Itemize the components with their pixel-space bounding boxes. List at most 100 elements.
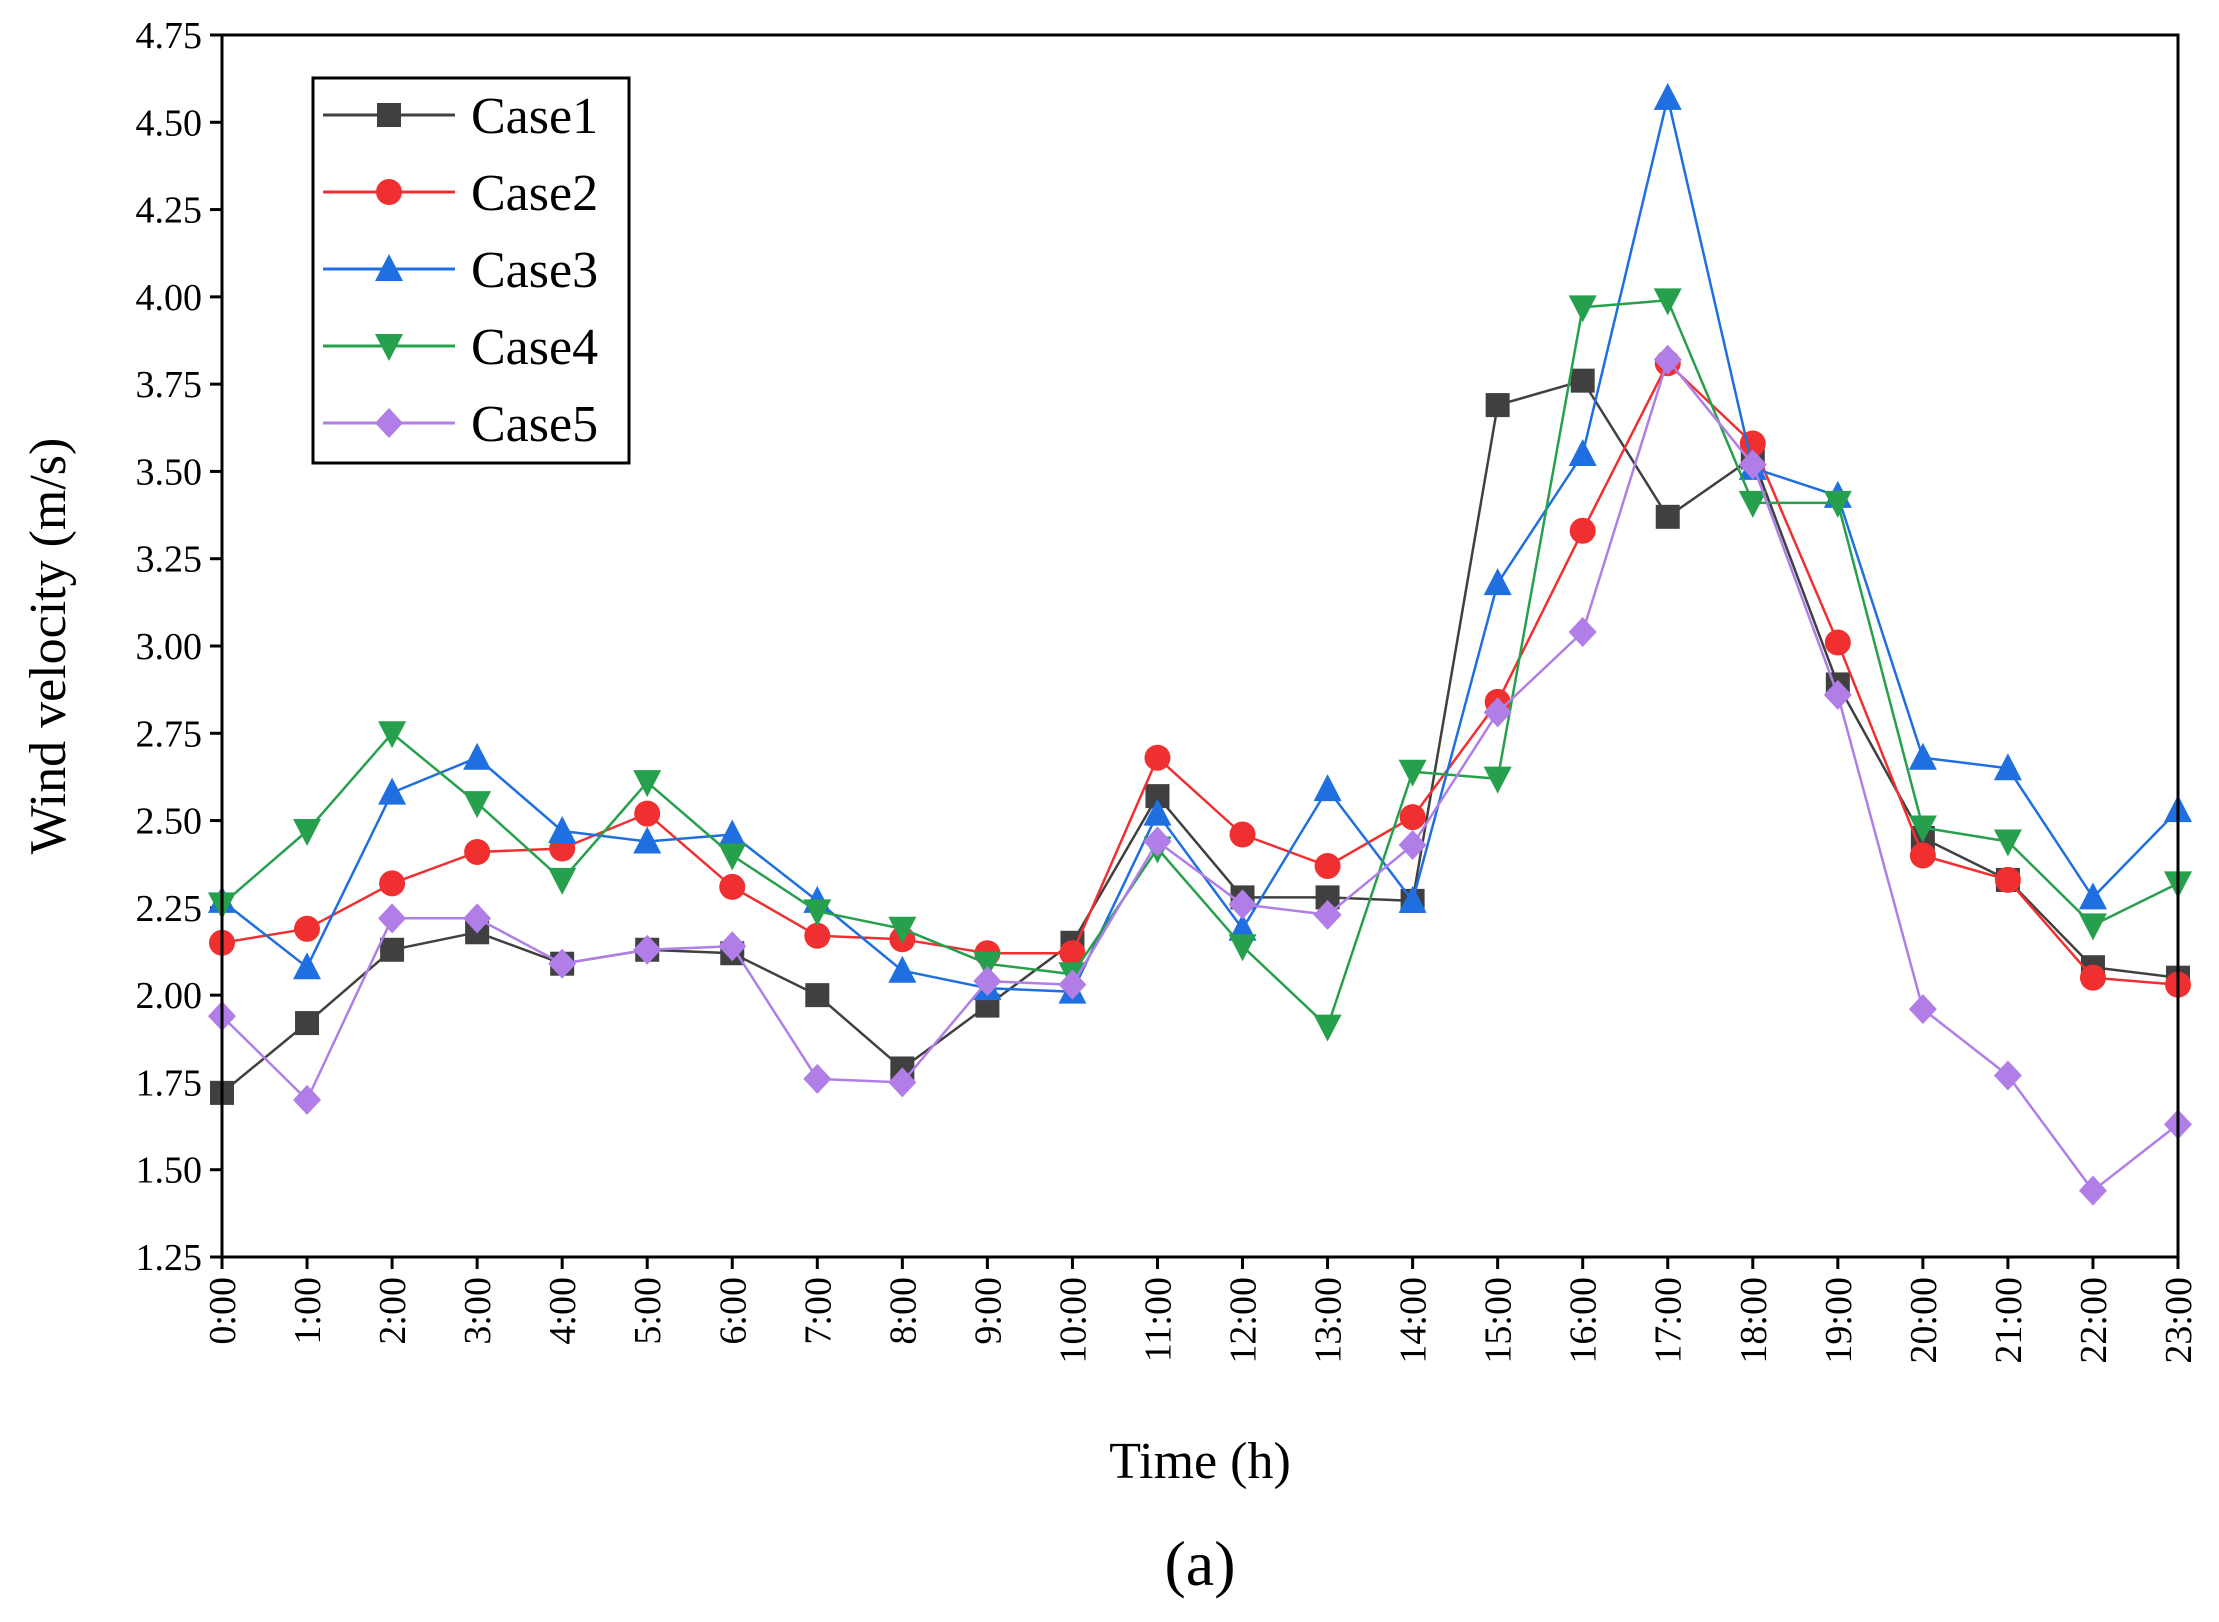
data-point-case4 — [1568, 295, 1597, 323]
data-point-case3 — [1993, 753, 2022, 781]
data-point-case2 — [634, 800, 661, 827]
legend-item: Case5 — [323, 396, 598, 453]
x-tick-label: 10:00 — [1052, 1277, 1094, 1364]
data-point-case4 — [973, 951, 1002, 979]
x-tick-label: 19:00 — [1818, 1277, 1860, 1364]
data-point-case3 — [1398, 885, 1427, 913]
x-tick-label: 3:00 — [457, 1277, 499, 1345]
x-tick-label: 18:00 — [1733, 1277, 1775, 1364]
y-tick-label: 1.75 — [136, 1062, 203, 1104]
x-tick-label: 2:00 — [372, 1277, 414, 1345]
data-point-case3 — [548, 816, 577, 844]
legend-item: Case2 — [323, 165, 598, 222]
data-point-case4 — [1908, 815, 1937, 843]
data-point-case2 — [294, 915, 321, 942]
data-point-case2 — [2079, 964, 2106, 991]
x-tick-label: 4:00 — [542, 1277, 584, 1345]
plot-area-frame — [220, 33, 2180, 1259]
data-point-case4 — [1993, 829, 2022, 857]
data-point-case5 — [1738, 449, 1767, 480]
data-point-case4 — [1738, 490, 1767, 518]
legend-marker — [375, 408, 403, 438]
data-point-case3 — [1228, 913, 1257, 941]
legend: Case1 Case2 Case3 Case4 Case5 — [311, 76, 631, 465]
data-point-case5 — [973, 966, 1002, 997]
data-point-case4 — [1313, 1014, 1342, 1042]
y-tick-label: 2.75 — [136, 713, 203, 755]
data-point-case3 — [293, 952, 322, 980]
data-point-case5 — [1313, 899, 1342, 930]
x-tick-label: 9:00 — [967, 1277, 1009, 1345]
data-point-case5 — [1228, 889, 1257, 920]
data-point-case3 — [1483, 568, 1512, 596]
data-point-case5 — [1653, 344, 1682, 375]
data-point-case5 — [1143, 826, 1172, 857]
data-point-case5 — [378, 903, 407, 934]
y-tick-label: 2.00 — [136, 975, 203, 1017]
y-tick-label: 3.00 — [136, 626, 203, 668]
x-tick-label: 13:00 — [1308, 1277, 1350, 1364]
legend-marker — [375, 334, 403, 361]
x-tick-label: 1:00 — [287, 1277, 329, 1345]
data-point-case3 — [378, 777, 407, 805]
data-point-case2 — [1569, 517, 1596, 544]
data-point-case2 — [1909, 842, 1936, 869]
y-tick-label: 1.25 — [136, 1237, 203, 1279]
data-point-case2 — [1144, 744, 1171, 771]
y-tick-label: 3.75 — [136, 364, 203, 406]
data-point-case2 — [1314, 852, 1341, 879]
data-point-case4 — [1483, 766, 1512, 794]
y-tick-label: 2.25 — [136, 888, 203, 930]
x-tick-label: 14:00 — [1393, 1277, 1435, 1364]
y-axis-ticks: 1.25 1.50 1.75 2.00 2.25 2.50 2.75 3.00 3.25 3.50… — [136, 15, 222, 1279]
x-tick-label: 8:00 — [882, 1277, 924, 1345]
data-point-case4 — [1398, 759, 1427, 787]
x-tick-label: 6:00 — [712, 1277, 754, 1345]
data-point-case1 — [1570, 368, 1595, 393]
data-point-case3 — [1908, 742, 1937, 770]
data-point-case2 — [1824, 629, 1851, 656]
data-point-case2 — [1059, 940, 1086, 967]
legend-label: Case1 — [471, 88, 598, 145]
data-point-case4 — [378, 721, 407, 749]
x-tick-label: 11:00 — [1137, 1277, 1179, 1362]
y-tick-label: 3.50 — [136, 451, 203, 493]
y-tick-label: 2.50 — [136, 801, 203, 843]
series-case5 — [208, 344, 2192, 1206]
data-point-case1 — [380, 937, 405, 962]
data-point-case4 — [718, 843, 747, 871]
legend-marker — [377, 103, 401, 127]
data-point-case4 — [293, 819, 322, 847]
series-line-case2 — [221, 361, 2179, 986]
y-tick-label: 4.50 — [136, 102, 203, 144]
data-point-case4 — [463, 791, 492, 819]
data-point-case4 — [633, 770, 662, 798]
legend-label: Case2 — [471, 165, 598, 222]
panel-label: (a) — [1164, 1528, 1235, 1599]
data-point-case3 — [1143, 798, 1172, 826]
legend-label: Case3 — [471, 242, 598, 299]
data-point-case2 — [464, 838, 491, 865]
x-tick-label: 21:00 — [1988, 1277, 2030, 1364]
data-point-case5 — [888, 1067, 917, 1098]
data-point-case2 — [379, 870, 406, 897]
y-tick-label: 1.50 — [136, 1150, 203, 1192]
y-axis-label: Wind velocity (m/s) — [20, 438, 77, 855]
data-point-case1 — [295, 1011, 320, 1036]
legend-item: Case1 — [323, 88, 598, 145]
y-tick-label: 4.00 — [136, 277, 203, 319]
data-point-case5 — [803, 1063, 832, 1094]
data-point-case4 — [1823, 490, 1852, 518]
x-tick-label: 16:00 — [1563, 1277, 1605, 1364]
data-point-case4 — [2078, 913, 2107, 941]
data-point-case5 — [718, 931, 747, 962]
data-point-case2 — [1229, 821, 1256, 848]
legend-label: Case5 — [471, 396, 598, 453]
data-point-case3 — [718, 819, 747, 847]
data-point-case3 — [1313, 774, 1342, 802]
data-point-case5 — [633, 934, 662, 965]
data-point-case5 — [1398, 830, 1427, 861]
data-point-case5 — [548, 948, 577, 979]
